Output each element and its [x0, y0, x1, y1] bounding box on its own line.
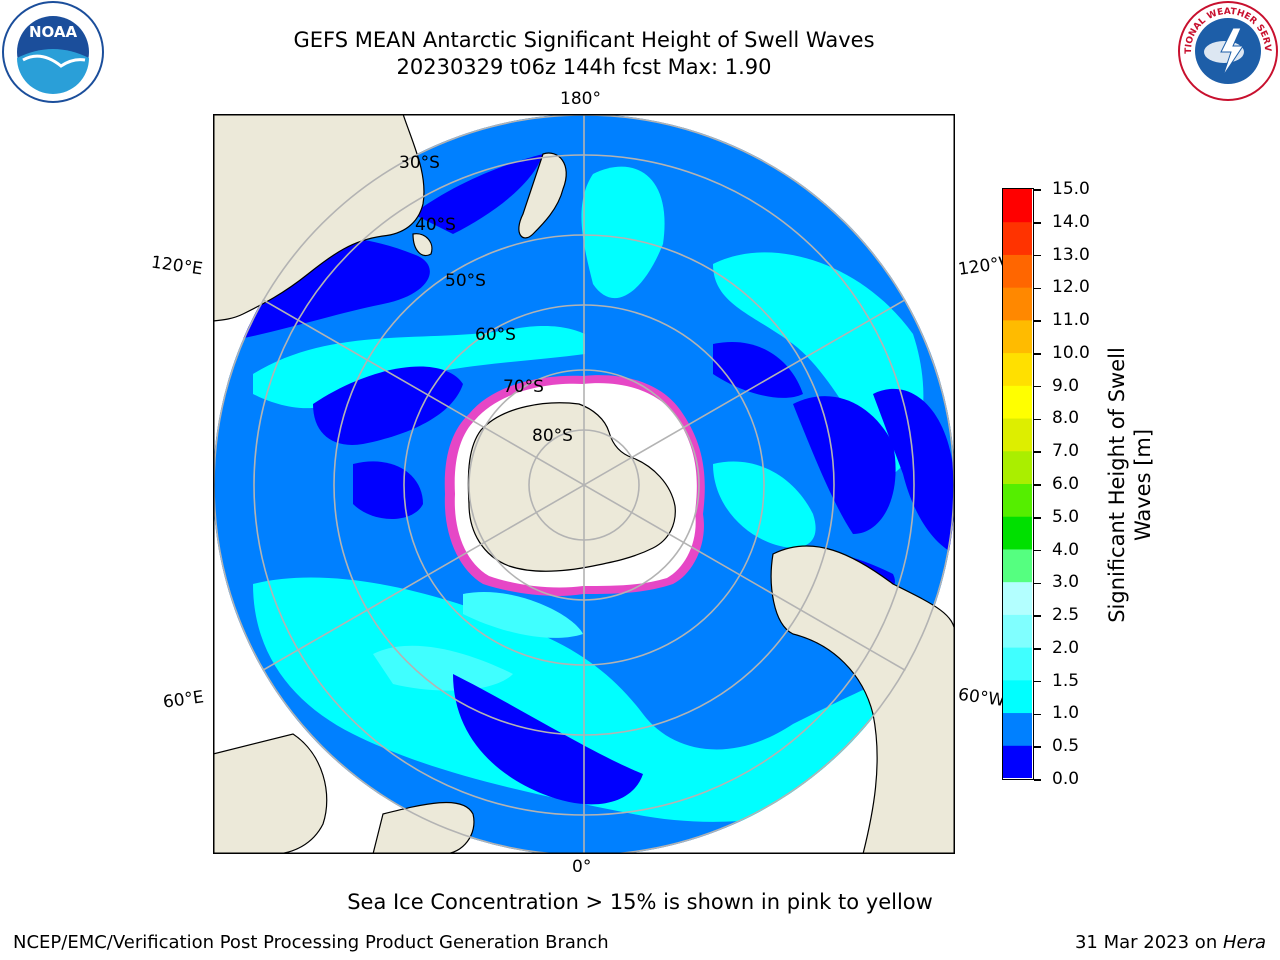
- colorbar-tick: [1034, 189, 1041, 191]
- latitude-labels: 30°S 40°S 50°S 60°S 70°S 80°S: [399, 153, 573, 446]
- colorbar-tick: [1034, 680, 1041, 683]
- colorbar-tick: [1034, 222, 1041, 224]
- colorbar-label: Significant Height of Swell Waves [m]: [1104, 347, 1156, 623]
- colorbar-tick-label: 7.0: [1052, 441, 1080, 462]
- colorbar-tick-label: 1.5: [1052, 670, 1080, 691]
- colorbar-tick-label: 6.0: [1052, 474, 1080, 494]
- colorbar-tick: [1034, 648, 1041, 650]
- colorbar-tick: [1034, 615, 1041, 617]
- footer-branch: NCEP/EMC/Verification Post Processing Pr…: [13, 932, 609, 953]
- lon-label-top: 180°: [560, 89, 601, 109]
- colorbar-segment: [1003, 352, 1032, 386]
- colorbar-segment: [1003, 221, 1032, 255]
- lat-label-40s: 40°S: [415, 215, 456, 235]
- colorbar: [1002, 188, 1034, 780]
- colorbar-tick: [1034, 779, 1041, 781]
- colorbar-tick: [1034, 517, 1041, 519]
- colorbar-tick-label: 1.0: [1052, 703, 1080, 724]
- colorbar-tick-label: 4.0: [1052, 539, 1080, 560]
- sea-ice-note: Sea Ice Concentration > 15% is shown in …: [347, 890, 933, 914]
- colorbar-tick-label: 11.0: [1052, 310, 1090, 331]
- lon-label-bottom: 0°: [572, 857, 592, 877]
- colorbar-tick-label: 0.0: [1052, 769, 1080, 789]
- colorbar-segment: [1003, 581, 1032, 615]
- polar-map: 30°S 40°S 50°S 60°S 70°S 80°S: [213, 114, 955, 854]
- colorbar-segment: [1003, 450, 1032, 484]
- colorbar-tick-label: 2.0: [1052, 637, 1080, 658]
- colorbar-label-line2: Waves [m]: [1131, 428, 1155, 542]
- land: [213, 114, 955, 854]
- colorbar-segment: [1003, 548, 1032, 583]
- colorbar-tick-label: 5.0: [1052, 506, 1080, 527]
- colorbar-tick: [1034, 746, 1041, 748]
- colorbar-tick: [1034, 549, 1041, 552]
- colorbar-tick-label: 10.0: [1052, 342, 1090, 363]
- colorbar-segment: [1003, 483, 1032, 517]
- nws-logo: NATIONAL WEATHER SERVICE: [1173, 0, 1279, 102]
- colorbar-tick-label: 9.0: [1052, 375, 1080, 396]
- graticule: [213, 114, 955, 854]
- lat-label-80s: 80°S: [532, 426, 573, 446]
- lon-label-120e: 120°E: [149, 252, 204, 280]
- footer-host: Hera: [1222, 932, 1266, 953]
- colorbar-tick: [1034, 418, 1041, 421]
- lon-label-60e: 60°E: [161, 687, 206, 713]
- colorbar-segment: [1003, 385, 1032, 419]
- colorbar-tick-label: 0.5: [1052, 736, 1080, 757]
- lat-label-30s: 30°S: [399, 153, 440, 173]
- ocean-field: [213, 114, 955, 854]
- lat-label-60s: 60°S: [475, 325, 516, 345]
- colorbar-tick: [1034, 385, 1041, 388]
- lat-label-50s: 50°S: [445, 271, 486, 291]
- colorbar-tick: [1034, 582, 1041, 585]
- colorbar-label-line1: Significant Height of Swell: [1105, 347, 1129, 623]
- colorbar-segment: [1003, 745, 1032, 778]
- colorbar-tick-label: 8.0: [1052, 408, 1080, 429]
- lat-label-70s: 70°S: [503, 377, 544, 397]
- colorbar-tick: [1034, 320, 1041, 322]
- colorbar-segment: [1003, 287, 1032, 321]
- colorbar-tick-label: 15.0: [1052, 179, 1090, 199]
- colorbar-segment: [1003, 614, 1032, 648]
- colorbar-tick: [1034, 254, 1041, 257]
- colorbar-segment: [1003, 647, 1032, 681]
- antarctica: [444, 375, 705, 596]
- colorbar-segment: [1003, 254, 1032, 288]
- colorbar-segment: [1003, 712, 1032, 746]
- noaa-logo: NOAA: [1, 0, 105, 104]
- chart-title: GEFS MEAN Antarctic Significant Height o…: [293, 28, 875, 52]
- colorbar-tick-label: 3.0: [1052, 572, 1080, 593]
- lon-label-60w: 60°W: [956, 684, 1007, 712]
- footer-date: 31 Mar 2023 on Hera: [1075, 932, 1266, 953]
- colorbar-tick: [1034, 713, 1041, 716]
- svg-text:NOAA: NOAA: [29, 23, 78, 41]
- footer-date-text: 31 Mar 2023 on: [1074, 932, 1223, 953]
- colorbar-tick: [1034, 353, 1041, 355]
- colorbar-tick: [1034, 287, 1041, 290]
- colorbar-segment: [1003, 516, 1032, 550]
- colorbar-segment: [1003, 679, 1032, 714]
- chart-subtitle: 20230329 t06z 144h fcst Max: 1.90: [396, 55, 772, 79]
- colorbar-tick-label: 12.0: [1052, 277, 1090, 298]
- colorbar-segment: [1003, 319, 1032, 354]
- colorbar-tick: [1034, 451, 1041, 453]
- colorbar-tick-label: 13.0: [1052, 244, 1090, 265]
- colorbar-tick: [1034, 484, 1041, 486]
- colorbar-tick-label: 14.0: [1052, 211, 1090, 232]
- colorbar-segment: [1003, 418, 1032, 452]
- colorbar-segment: [1003, 189, 1032, 223]
- colorbar-tick-label: 2.5: [1052, 605, 1080, 626]
